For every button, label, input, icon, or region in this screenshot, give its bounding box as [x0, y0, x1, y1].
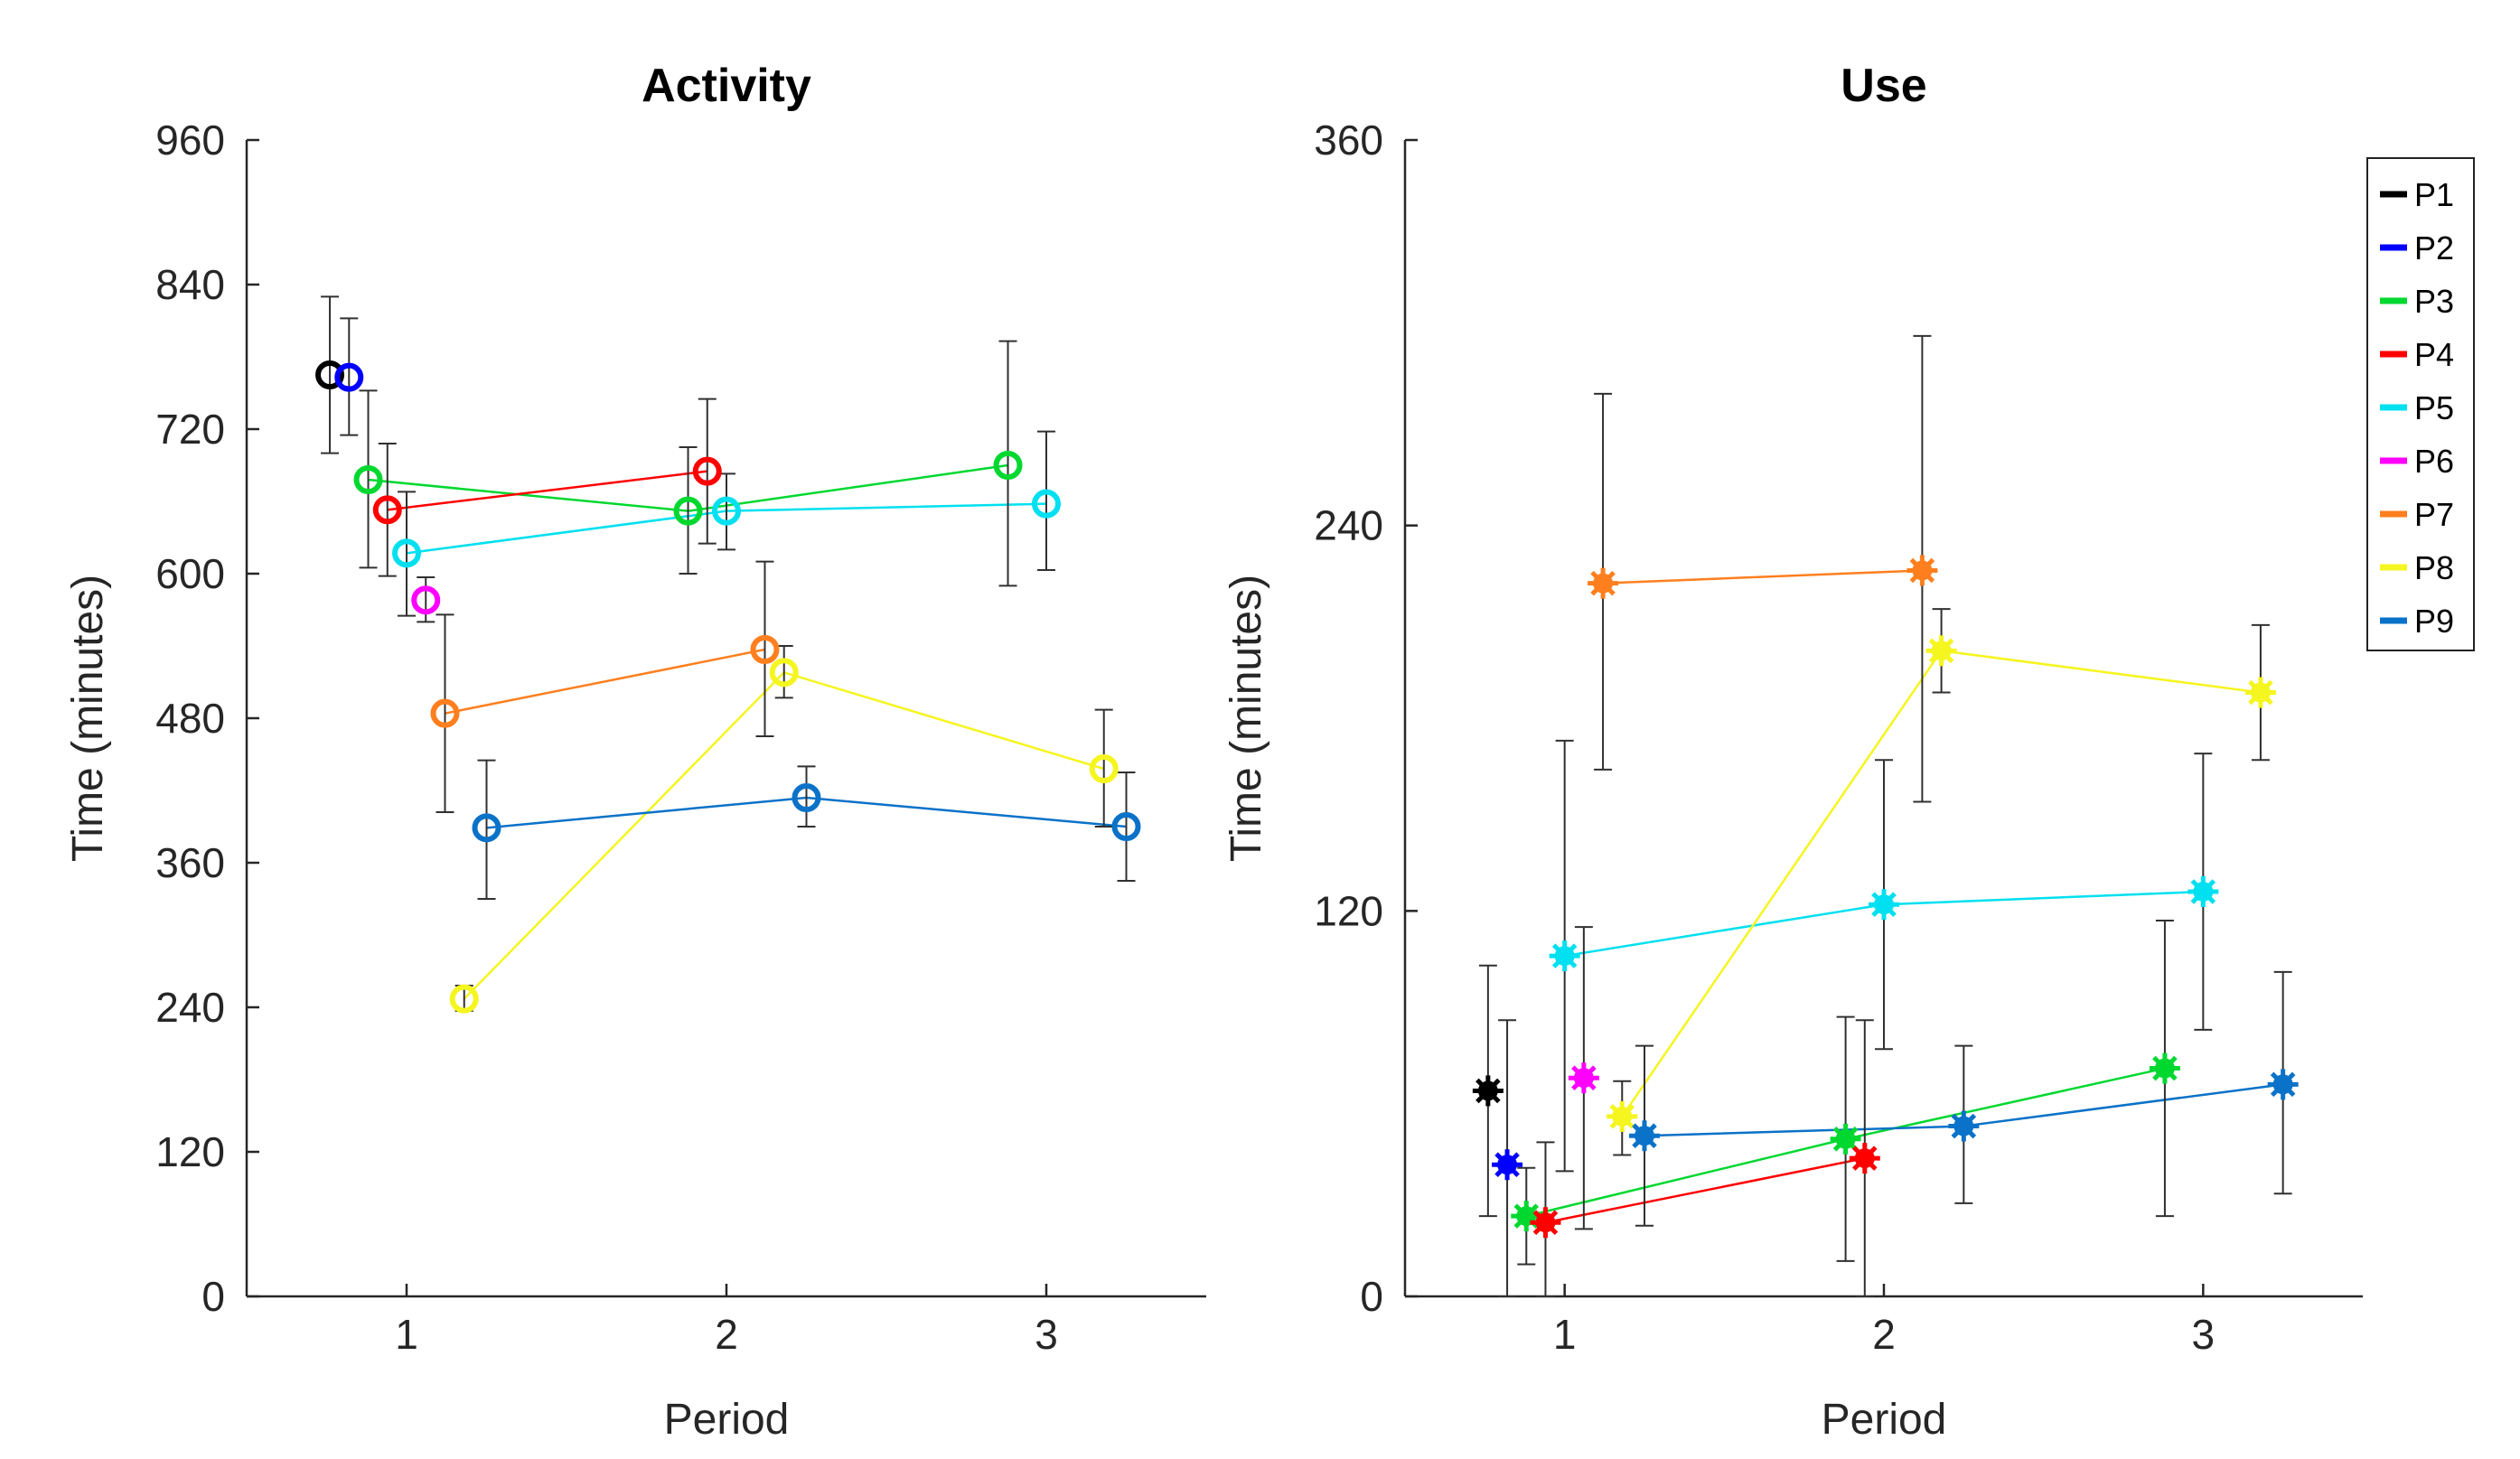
x-tick-label: 3	[2192, 1311, 2216, 1358]
legend-label-p4: P4	[2414, 336, 2454, 373]
y-tick-label: 0	[1360, 1273, 1383, 1320]
marker-spoke	[1928, 638, 1954, 664]
legend-label-p1: P1	[2414, 176, 2454, 213]
data-point-p4	[1530, 1207, 1561, 1239]
y-tick-label: 360	[155, 839, 225, 886]
marker-spoke	[1609, 1104, 1635, 1129]
chart-title: Use	[1841, 60, 1926, 112]
data-point-p9	[1948, 1110, 1980, 1142]
x-tick-label: 2	[715, 1311, 738, 1358]
marker-spoke	[2270, 1071, 2296, 1098]
series-line-p8	[463, 670, 1105, 1000]
y-tick-label: 480	[155, 695, 225, 742]
data-point-p5	[2187, 876, 2219, 907]
data-point-p9	[2267, 1069, 2299, 1100]
data-point-p5	[392, 538, 421, 568]
series-line-p4	[387, 470, 707, 511]
chart-title: Activity	[642, 60, 811, 112]
marker-spoke	[1832, 1126, 1859, 1152]
data-point-p5	[1869, 889, 1899, 921]
data-point-p7	[750, 635, 780, 664]
data-point-p7	[430, 698, 460, 728]
legend-label-p9: P9	[2414, 603, 2454, 640]
data-point-p5	[712, 496, 741, 526]
y-tick-label: 240	[155, 984, 225, 1031]
activity-panel: Activity 0 120 240 360 480 600 720 840 960 1 2 3 Peri…	[64, 60, 1206, 1444]
marker-spoke	[2152, 1055, 2178, 1081]
marker-spoke	[1513, 1203, 1540, 1229]
data-point-p6	[1568, 1062, 1599, 1094]
marker-spoke	[1571, 1065, 1597, 1091]
data-point-p3	[1830, 1123, 1861, 1155]
marker-spoke	[1632, 1123, 1657, 1149]
legend-label-p5: P5	[2414, 389, 2454, 426]
marker-spoke	[2248, 679, 2273, 706]
data-point-p7	[1906, 555, 1938, 586]
data-point-p8	[1925, 635, 1957, 667]
data-point-p9	[792, 783, 821, 812]
x-tick-label: 2	[1872, 1311, 1896, 1358]
data-point-p3	[673, 496, 703, 526]
legend-label-p3: P3	[2414, 283, 2454, 320]
data-point-p8	[449, 984, 479, 1014]
legend-label-p8: P8	[2414, 549, 2454, 586]
data-point-p1	[1472, 1075, 1504, 1107]
data-point-p3	[993, 451, 1023, 480]
y-tick-label: 960	[155, 117, 225, 164]
marker-spoke	[1951, 1113, 1977, 1139]
legend: P1 P2 P3 P4 P5 P6 P7 P8 P9	[2366, 157, 2475, 651]
data-point-p9	[1111, 812, 1141, 841]
data-point-p6	[411, 585, 441, 615]
data-point-p4	[372, 495, 402, 525]
data-point-p4	[692, 456, 722, 486]
data-point-p4	[1849, 1143, 1880, 1174]
marker-spoke	[1871, 892, 1897, 918]
series-line-p7	[1603, 569, 1923, 585]
marker-spoke	[2190, 879, 2216, 904]
legend-label-p6: P6	[2414, 443, 2454, 480]
data-point-p3	[2149, 1052, 2180, 1084]
data-point-p9	[472, 813, 501, 843]
y-axis-label: Time (minutes)	[1223, 575, 1270, 862]
y-tick-label: 0	[201, 1273, 225, 1320]
data-point-p7	[1588, 567, 1619, 599]
y-tick-label: 120	[155, 1128, 225, 1175]
marker-spoke	[1532, 1210, 1559, 1236]
data-point-p9	[1629, 1120, 1660, 1152]
marker-spoke	[1494, 1152, 1520, 1178]
legend-label-p7: P7	[2414, 496, 2454, 533]
x-axis-label: Period	[1822, 1396, 1947, 1444]
data-point-p8	[1607, 1100, 1638, 1132]
series-line-p4	[1545, 1156, 1866, 1224]
x-tick-label: 3	[1035, 1311, 1058, 1358]
x-tick-label: 1	[395, 1311, 418, 1358]
data-point-p3	[353, 465, 383, 494]
data-point-p8	[1089, 754, 1119, 783]
data-point-p8	[769, 658, 799, 687]
series-line-p7	[445, 648, 765, 715]
marker-spoke	[1590, 570, 1616, 596]
x-axis-label: Period	[664, 1396, 790, 1444]
use-panel: Use 0 120 240 360 1 2 3 Period Time (minutes)	[1223, 60, 2363, 1444]
x-tick-label: 1	[1553, 1311, 1577, 1358]
marker-spoke	[1852, 1146, 1878, 1171]
data-point-p5	[1549, 940, 1580, 972]
data-point-p5	[1032, 489, 1061, 519]
y-axis-label: Time (minutes)	[64, 575, 112, 862]
legend-label-p2: P2	[2414, 229, 2454, 267]
y-tick-label: 240	[1314, 502, 1383, 549]
marker-spoke	[1909, 557, 1935, 584]
data-point-p2	[334, 362, 364, 392]
y-tick-label: 120	[1314, 887, 1383, 934]
data-point-p2	[1492, 1149, 1523, 1181]
y-tick-label: 840	[155, 261, 225, 308]
y-tick-label: 360	[1314, 117, 1383, 164]
y-tick-label: 720	[155, 406, 225, 453]
data-point-p1	[315, 360, 345, 389]
data-point-p8	[2244, 677, 2276, 708]
y-tick-label: 600	[155, 550, 225, 597]
marker-spoke	[1551, 943, 1578, 968]
marker-spoke	[1475, 1078, 1501, 1104]
